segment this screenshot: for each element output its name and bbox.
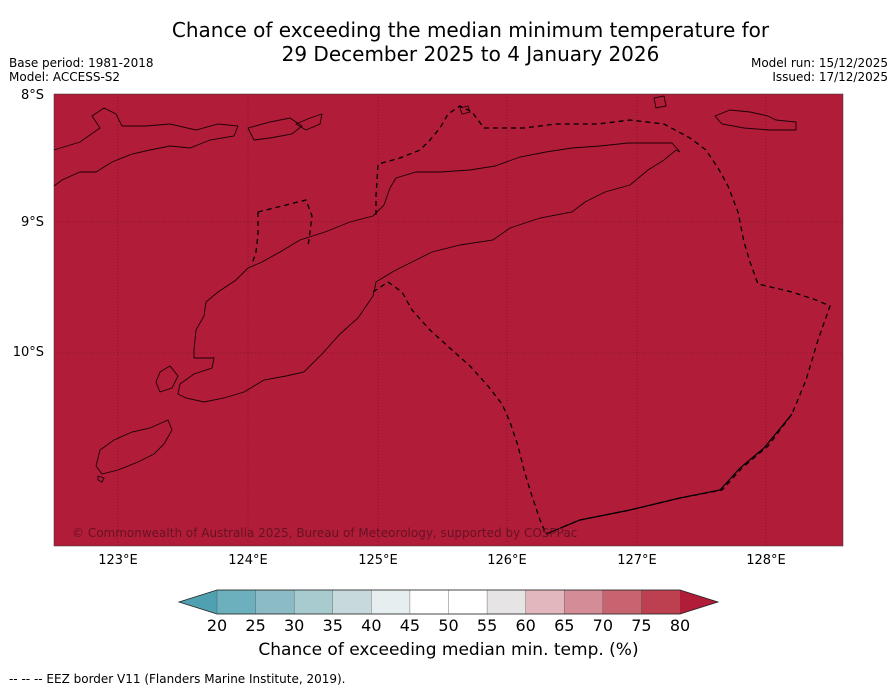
rote-island — [95, 419, 173, 475]
lon-label-127e: 127°E — [617, 553, 657, 568]
colorbar-tick-label: 40 — [361, 616, 382, 635]
pantar-island — [295, 113, 323, 131]
copyright-text: © Commonwealth of Australia 2025, Bureau… — [72, 526, 578, 540]
colorbar-segment — [255, 589, 295, 615]
colorbar-segment — [448, 589, 488, 615]
colorbar-segment — [293, 589, 334, 615]
ndao-island — [97, 475, 105, 483]
title-line-2: 29 December 2025 to 4 January 2026 — [281, 42, 660, 66]
base-period: Base period: 1981-2018 — [9, 56, 154, 70]
lon-label-128e: 128°E — [746, 553, 786, 568]
colorbar-segment — [216, 589, 257, 615]
colorbar-segment — [525, 589, 565, 615]
lat-label-9s: 9°S — [20, 215, 44, 230]
colorbar-tick-label: 20 — [206, 616, 228, 635]
colorbar-segment — [641, 589, 681, 615]
wetar-island — [714, 109, 797, 131]
title-line-1: Chance of exceeding the median minimum t… — [171, 18, 770, 42]
colorbar-arrow-high — [680, 590, 718, 614]
model-name: Model: ACCESS-S2 — [9, 70, 121, 84]
lon-label-124e: 124°E — [228, 553, 268, 568]
meta-right: Model run: 15/12/2025 Issued: 17/12/2025 — [751, 56, 888, 84]
lat-label-10s: 10°S — [12, 345, 44, 360]
chart-title: Chance of exceeding the median minimum t… — [0, 18, 896, 66]
colorbar-tick-label: 25 — [245, 616, 266, 635]
alor-island — [247, 117, 303, 141]
colorbar-label: Chance of exceeding median min. temp. (%… — [258, 640, 639, 660]
colorbar-tick-label: 55 — [476, 616, 498, 635]
colorbar-segment — [409, 589, 450, 615]
colorbar-tick-label: 50 — [438, 616, 459, 635]
colorbar-tick-label: 65 — [554, 616, 575, 635]
flores-islands — [53, 107, 239, 187]
colorbar-segment — [486, 589, 527, 615]
lat-label-8s: 8°S — [20, 88, 44, 103]
lon-label-126e: 126°E — [487, 553, 527, 568]
colorbar-segment — [371, 589, 411, 615]
colorbar-tick-label: 80 — [669, 616, 691, 635]
eez-border — [251, 105, 831, 535]
lon-label-125e: 125°E — [358, 553, 398, 568]
issued-date: Issued: 17/12/2025 — [772, 70, 888, 84]
coastlines — [53, 95, 797, 483]
small-island-north — [653, 95, 667, 109]
meta-left: Base period: 1981-2018 Model: ACCESS-S2 — [9, 56, 154, 84]
model-run: Model run: 15/12/2025 — [750, 56, 888, 70]
colorbar-tick-label: 75 — [631, 616, 652, 635]
colorbar-tick-label: 70 — [592, 616, 613, 635]
colorbar-tick-label: 60 — [515, 616, 536, 635]
lon-label-123e: 123°E — [98, 553, 138, 568]
colorbar-arrow-low — [179, 590, 217, 614]
colorbar-segment — [602, 589, 643, 615]
colorbar-tick-label: 30 — [283, 616, 305, 635]
timor-island — [177, 142, 681, 403]
colorbar — [177, 589, 720, 615]
colorbar-tick-label: 45 — [399, 616, 421, 635]
atauro-island — [459, 105, 471, 115]
colorbar-segment — [332, 589, 373, 615]
colorbar-tick-label: 35 — [322, 616, 343, 635]
colorbar-outline — [177, 589, 720, 615]
colorbar-segment — [564, 589, 604, 615]
semau-island — [155, 365, 179, 393]
footer-note: -- -- -- EEZ border V11 (Flanders Marine… — [9, 672, 346, 686]
map-area — [53, 93, 844, 547]
maritime-boundary — [545, 413, 793, 535]
